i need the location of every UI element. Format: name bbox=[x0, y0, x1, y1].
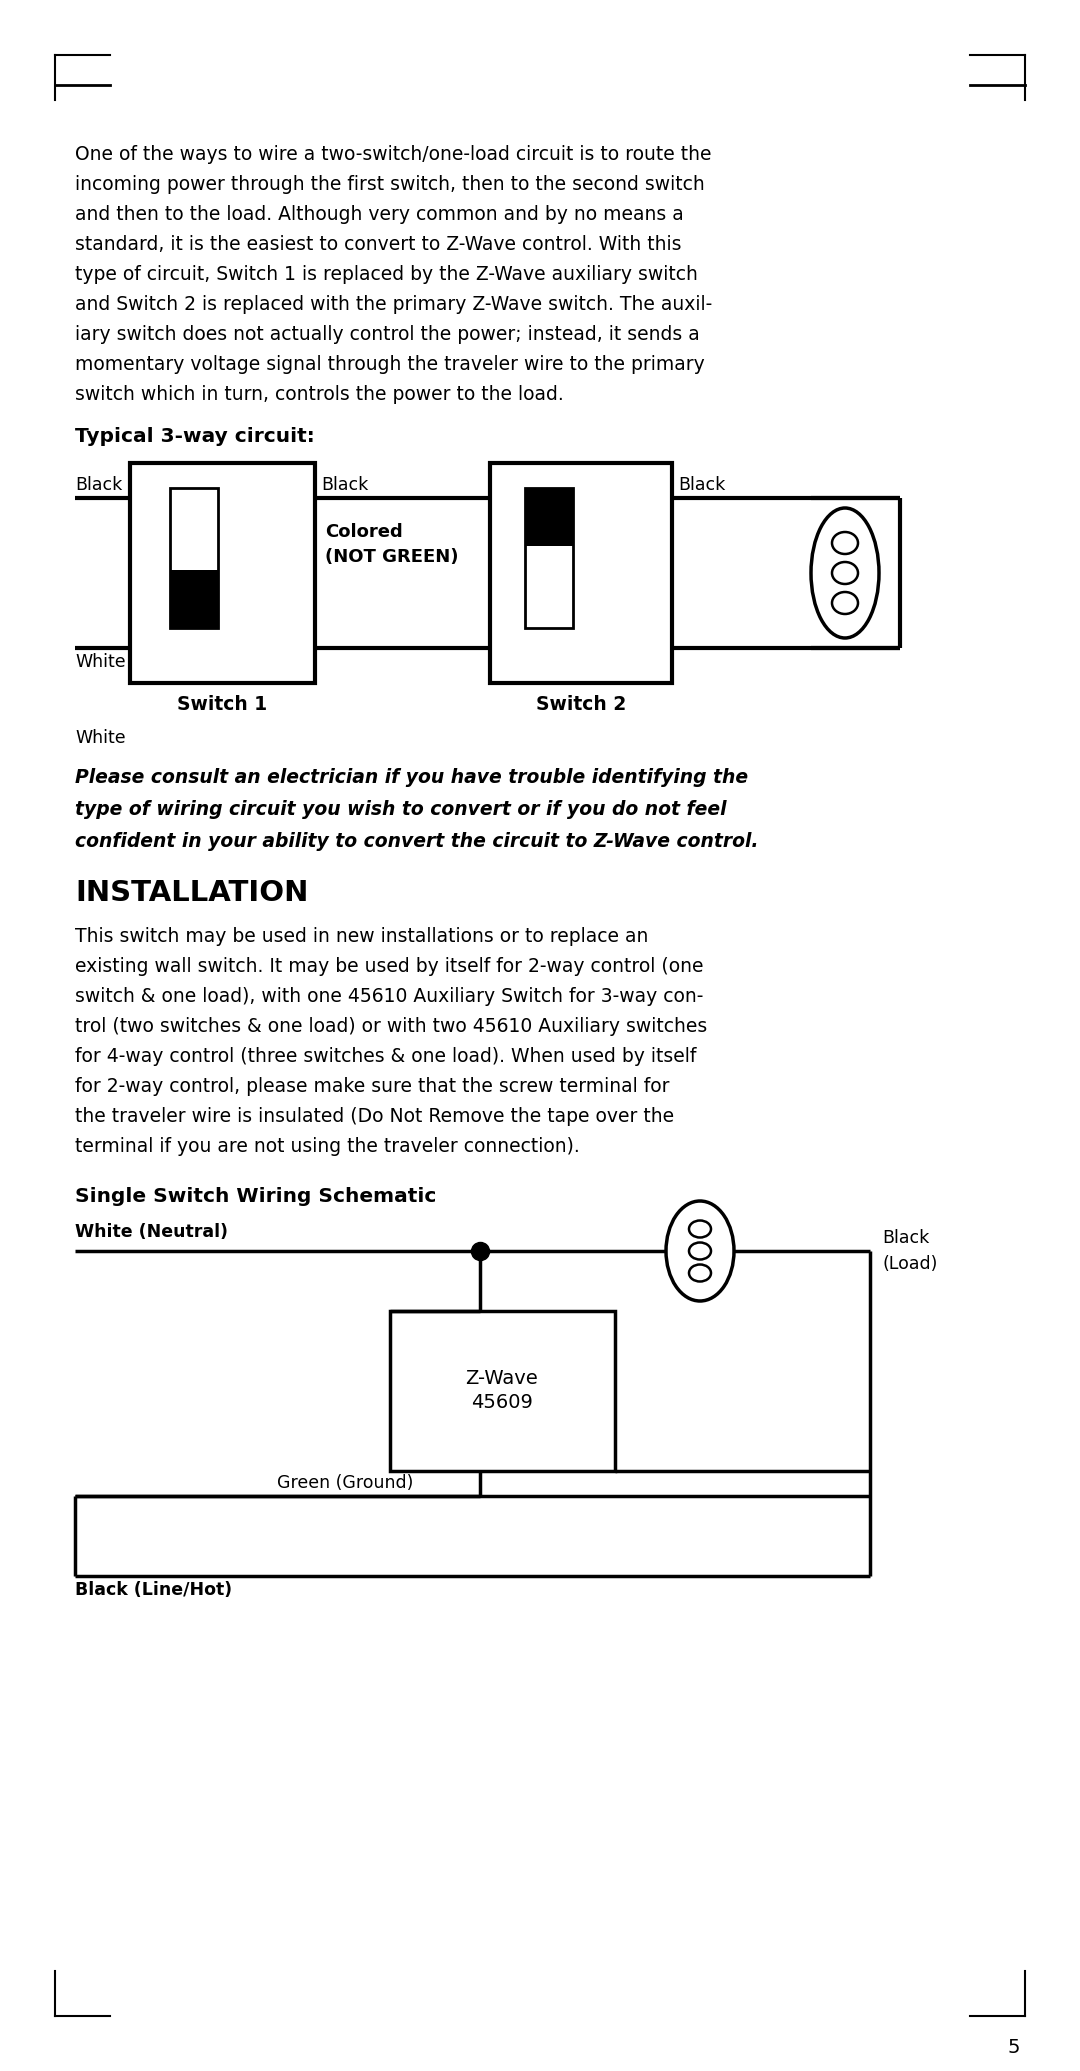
Ellipse shape bbox=[832, 592, 858, 613]
Text: 5: 5 bbox=[1008, 2038, 1020, 2057]
Text: confident in your ability to convert the circuit to Z-Wave control.: confident in your ability to convert the… bbox=[75, 833, 758, 851]
Bar bbox=[525, 489, 573, 628]
Bar bbox=[390, 1311, 615, 1470]
Text: the traveler wire is insulated (Do Not Remove the tape over the: the traveler wire is insulated (Do Not R… bbox=[75, 1108, 674, 1127]
Bar bbox=[130, 464, 315, 683]
Bar bbox=[490, 464, 672, 683]
Text: trol (two switches & one load) or with two 45610 Auxiliary switches: trol (two switches & one load) or with t… bbox=[75, 1017, 707, 1036]
Text: terminal if you are not using the traveler connection).: terminal if you are not using the travel… bbox=[75, 1137, 580, 1156]
Text: for 2-way control, please make sure that the screw terminal for: for 2-way control, please make sure that… bbox=[75, 1077, 670, 1096]
Text: This switch may be used in new installations or to replace an: This switch may be used in new installat… bbox=[75, 928, 648, 946]
Text: (Load): (Load) bbox=[882, 1255, 937, 1274]
Bar bbox=[170, 570, 218, 628]
Bar bbox=[525, 489, 573, 547]
Ellipse shape bbox=[689, 1265, 711, 1282]
Ellipse shape bbox=[832, 532, 858, 555]
Text: Z-Wave: Z-Wave bbox=[465, 1369, 538, 1388]
Text: Switch 2: Switch 2 bbox=[536, 696, 626, 714]
Ellipse shape bbox=[666, 1201, 734, 1301]
Text: Green (Ground): Green (Ground) bbox=[276, 1475, 414, 1491]
Text: Switch 1: Switch 1 bbox=[177, 696, 267, 714]
Text: and then to the load. Although very common and by no means a: and then to the load. Although very comm… bbox=[75, 205, 684, 224]
Text: and Switch 2 is replaced with the primary Z-Wave switch. The auxil-: and Switch 2 is replaced with the primar… bbox=[75, 294, 712, 315]
Text: switch which in turn, controls the power to the load.: switch which in turn, controls the power… bbox=[75, 385, 564, 404]
Text: One of the ways to wire a two-switch/one-load circuit is to route the: One of the ways to wire a two-switch/one… bbox=[75, 145, 712, 164]
Ellipse shape bbox=[689, 1220, 711, 1238]
Text: standard, it is the easiest to convert to Z-Wave control. With this: standard, it is the easiest to convert t… bbox=[75, 234, 681, 255]
Text: (NOT GREEN): (NOT GREEN) bbox=[325, 549, 459, 565]
Text: Black: Black bbox=[882, 1228, 929, 1247]
Text: White: White bbox=[75, 729, 125, 748]
Text: Black (Line/Hot): Black (Line/Hot) bbox=[75, 1580, 232, 1599]
Text: switch & one load), with one 45610 Auxiliary Switch for 3-way con-: switch & one load), with one 45610 Auxil… bbox=[75, 988, 703, 1007]
Text: iary switch does not actually control the power; instead, it sends a: iary switch does not actually control th… bbox=[75, 325, 700, 344]
Text: for 4-way control (three switches & one load). When used by itself: for 4-way control (three switches & one … bbox=[75, 1048, 697, 1067]
Text: existing wall switch. It may be used by itself for 2-way control (one: existing wall switch. It may be used by … bbox=[75, 957, 703, 975]
Text: Black: Black bbox=[678, 476, 726, 495]
Ellipse shape bbox=[689, 1243, 711, 1259]
Text: Black: Black bbox=[75, 476, 122, 495]
Text: Black: Black bbox=[321, 476, 368, 495]
Text: incoming power through the first switch, then to the second switch: incoming power through the first switch,… bbox=[75, 176, 705, 195]
Text: momentary voltage signal through the traveler wire to the primary: momentary voltage signal through the tra… bbox=[75, 354, 705, 375]
Text: Single Switch Wiring Schematic: Single Switch Wiring Schematic bbox=[75, 1187, 436, 1205]
Text: type of circuit, Switch 1 is replaced by the Z-Wave auxiliary switch: type of circuit, Switch 1 is replaced by… bbox=[75, 265, 698, 284]
Text: Colored: Colored bbox=[325, 524, 403, 541]
Text: type of wiring circuit you wish to convert or if you do not feel: type of wiring circuit you wish to conve… bbox=[75, 799, 727, 818]
Text: 45609: 45609 bbox=[471, 1394, 532, 1412]
Text: INSTALLATION: INSTALLATION bbox=[75, 878, 309, 907]
Text: White: White bbox=[75, 652, 125, 671]
Text: Please consult an electrician if you have trouble identifying the: Please consult an electrician if you hav… bbox=[75, 768, 748, 787]
Ellipse shape bbox=[811, 507, 879, 638]
Ellipse shape bbox=[832, 561, 858, 584]
Text: White (Neutral): White (Neutral) bbox=[75, 1224, 228, 1241]
Bar bbox=[170, 489, 218, 628]
Text: Typical 3-way circuit:: Typical 3-way circuit: bbox=[75, 427, 314, 445]
